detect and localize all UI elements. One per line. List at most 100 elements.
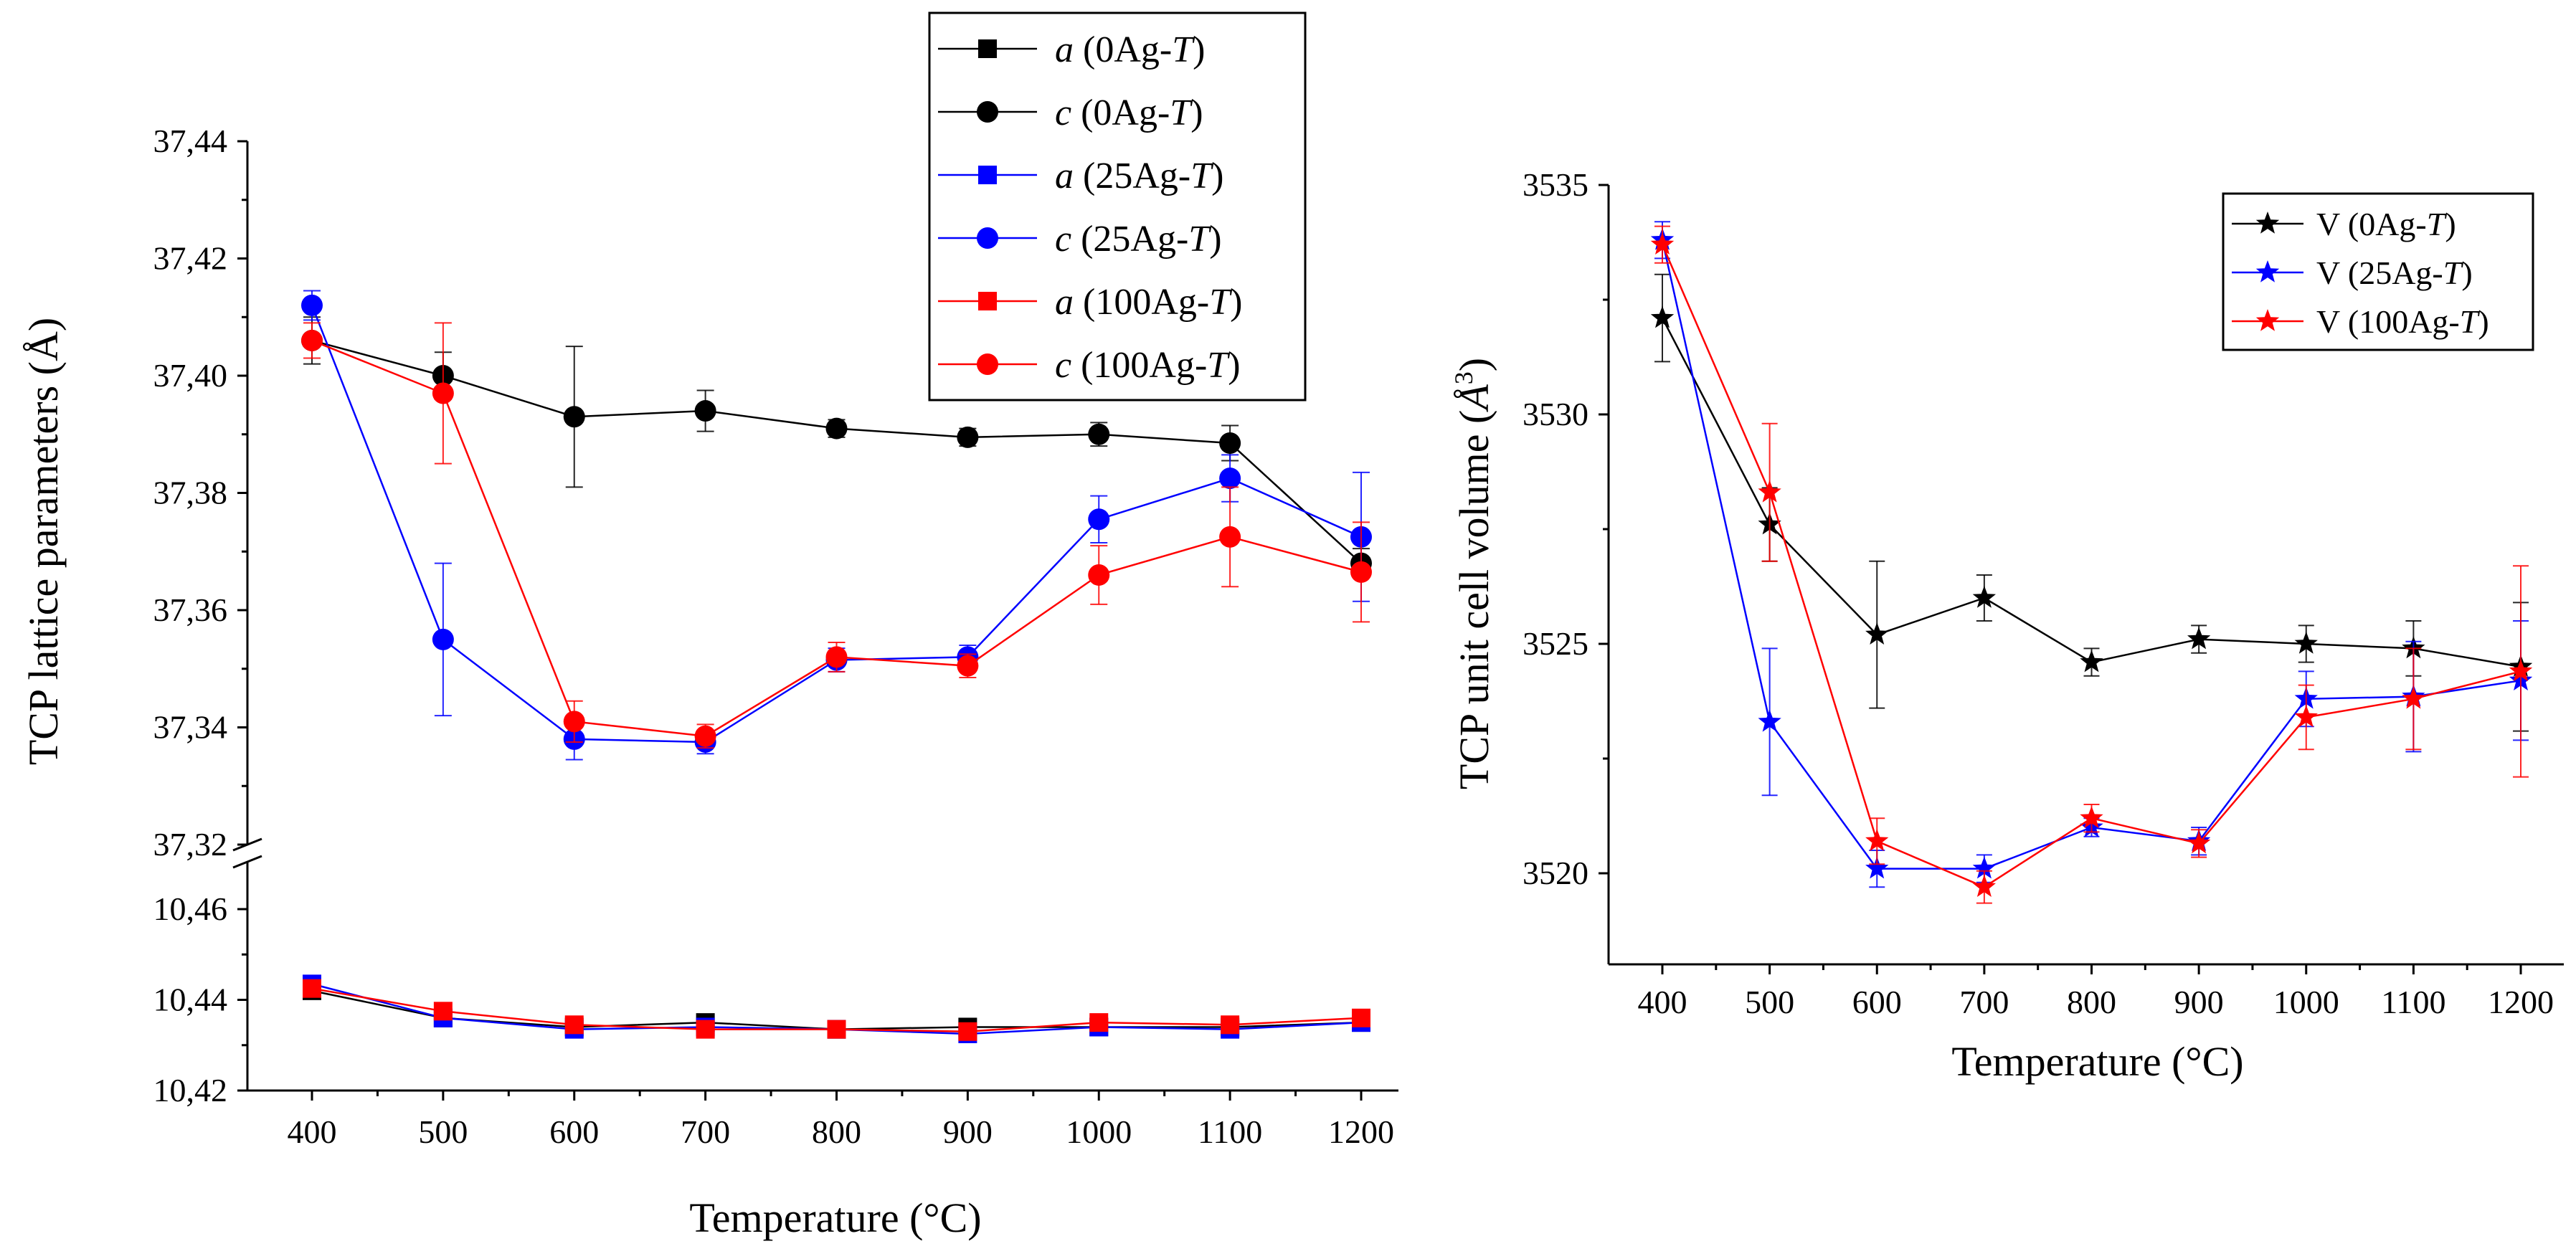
legend-label: a (100Ag-T)	[1055, 282, 1242, 323]
unit-cell-volume-chart: 3520 3525 3530 3535 400 500 600 700 800 900 1000 11…	[1449, 166, 2564, 1085]
data-point	[563, 711, 585, 733]
data-point	[958, 1022, 977, 1041]
data-point	[1865, 829, 1889, 851]
x-tick-label: 600	[549, 1113, 599, 1150]
data-point	[1088, 508, 1110, 531]
right-legend: V (0Ag-T) V (25Ag-T) V (100Ag-T)	[2222, 192, 2534, 351]
data-point	[2294, 632, 2318, 654]
data-point	[1219, 432, 1241, 455]
right-series	[1650, 221, 2533, 904]
legend-marker	[2255, 260, 2280, 282]
legend-marker	[977, 227, 998, 249]
x-tick-label: 600	[1852, 984, 1902, 1020]
left-series	[301, 290, 1372, 1043]
data-point	[825, 417, 848, 440]
y-tick-label: 10,44	[153, 982, 228, 1018]
left-y-axis-title: TCP lattice parameters (Å)	[20, 318, 67, 765]
data-point	[825, 646, 848, 668]
data-point	[432, 628, 454, 650]
y-tick-label: 3530	[1523, 396, 1588, 432]
data-point	[696, 1020, 715, 1039]
legend-marker	[977, 353, 998, 375]
legend-marker	[2255, 212, 2280, 234]
data-point	[1972, 586, 1996, 608]
series-line	[1661, 318, 2521, 668]
right-y-axis-title: TCP unit cell volume (Å3)	[1449, 358, 1497, 789]
data-point	[564, 1015, 584, 1035]
data-point	[563, 406, 585, 428]
series-a-100Ag-T	[303, 979, 1370, 1041]
x-tick-label: 700	[681, 1113, 730, 1150]
y-tick-label: 37,40	[153, 357, 228, 394]
y-tick-label: 3525	[1523, 625, 1588, 662]
legend-label: a (25Ag-T)	[1055, 156, 1223, 196]
right-x-axis-title: Temperature (°C)	[1951, 1038, 2243, 1085]
x-tick-label: 500	[1745, 984, 1794, 1020]
data-point	[2294, 705, 2318, 728]
axis-break-mark	[232, 855, 262, 869]
legend-label: a (0Ag-T)	[1055, 29, 1205, 70]
data-point	[303, 979, 321, 998]
x-tick-label: 900	[2174, 984, 2224, 1020]
data-point	[1088, 423, 1110, 445]
data-point	[432, 382, 454, 404]
lattice-parameters-chart: 37,32 37,34 37,36 37,38 37,40 37,42 37,44 10,42…	[20, 11, 1398, 1241]
data-point	[957, 655, 979, 677]
legend-marker	[978, 39, 997, 58]
x-tick-label: 400	[1638, 984, 1687, 1020]
left-legend: a (0Ag-T) c (0Ag-T) a (25Ag-T) c (25Ag-T) a …	[928, 11, 1307, 402]
data-point	[694, 400, 716, 422]
y-tick-label: 37,32	[153, 826, 228, 863]
legend-box	[928, 11, 1307, 402]
legend-label: c (25Ag-T)	[1055, 219, 1222, 260]
y-tick-label: 37,42	[153, 240, 228, 277]
data-point	[1350, 561, 1372, 583]
data-point	[301, 294, 323, 316]
y-tick-label: 10,42	[153, 1072, 228, 1108]
x-tick-label: 1000	[1066, 1113, 1132, 1150]
x-tick-label: 800	[2067, 984, 2116, 1020]
y-tick-label: 37,44	[153, 123, 228, 159]
legend-marker	[978, 292, 997, 310]
legend-label: V (100Ag-T)	[2316, 303, 2489, 340]
y-tick-label: 37,34	[153, 709, 228, 746]
data-point	[2187, 831, 2211, 854]
data-point	[1650, 305, 1675, 328]
left-axes: 37,32 37,34 37,36 37,38 37,40 37,42 37,44 10,42…	[153, 123, 1398, 1150]
data-point	[1972, 875, 1996, 897]
legend-marker	[2255, 309, 2280, 331]
x-tick-label: 500	[418, 1113, 468, 1150]
legend-label: c (0Ag-T)	[1055, 92, 1203, 133]
y-tick-label: 3520	[1523, 855, 1588, 891]
data-point	[301, 329, 323, 351]
x-tick-label: 1100	[1198, 1113, 1262, 1150]
x-tick-label: 1100	[2381, 984, 2445, 1020]
x-tick-label: 700	[1959, 984, 2009, 1020]
x-tick-label: 400	[288, 1113, 337, 1150]
x-tick-label: 900	[943, 1113, 993, 1150]
data-point	[1865, 622, 1889, 645]
data-point	[1219, 526, 1241, 548]
x-tick-label: 1200	[2488, 984, 2554, 1020]
legend-label: c (100Ag-T)	[1055, 345, 1241, 386]
data-point	[957, 426, 979, 448]
data-point	[827, 1020, 846, 1039]
data-point	[694, 725, 716, 747]
data-point	[1865, 856, 1889, 879]
y-tick-label: 37,36	[153, 592, 228, 628]
data-point	[1221, 1015, 1240, 1035]
data-point	[1352, 1008, 1370, 1027]
data-point	[1758, 480, 1781, 503]
right-axes: 3520 3525 3530 3535 400 500 600 700 800 900 1000 11…	[1523, 166, 2564, 1020]
x-tick-label: 800	[812, 1113, 861, 1150]
data-point	[1650, 232, 1675, 255]
data-point	[1219, 467, 1241, 490]
data-point	[1972, 856, 1996, 879]
left-x-axis-title: Temperature (°C)	[689, 1194, 981, 1241]
data-point	[433, 1002, 453, 1021]
data-point	[1088, 564, 1110, 586]
y-tick-label: 10,46	[153, 890, 228, 927]
x-tick-label: 1200	[1328, 1113, 1394, 1150]
data-point	[2187, 627, 2211, 650]
legend-label: V (0Ag-T)	[2316, 206, 2456, 242]
